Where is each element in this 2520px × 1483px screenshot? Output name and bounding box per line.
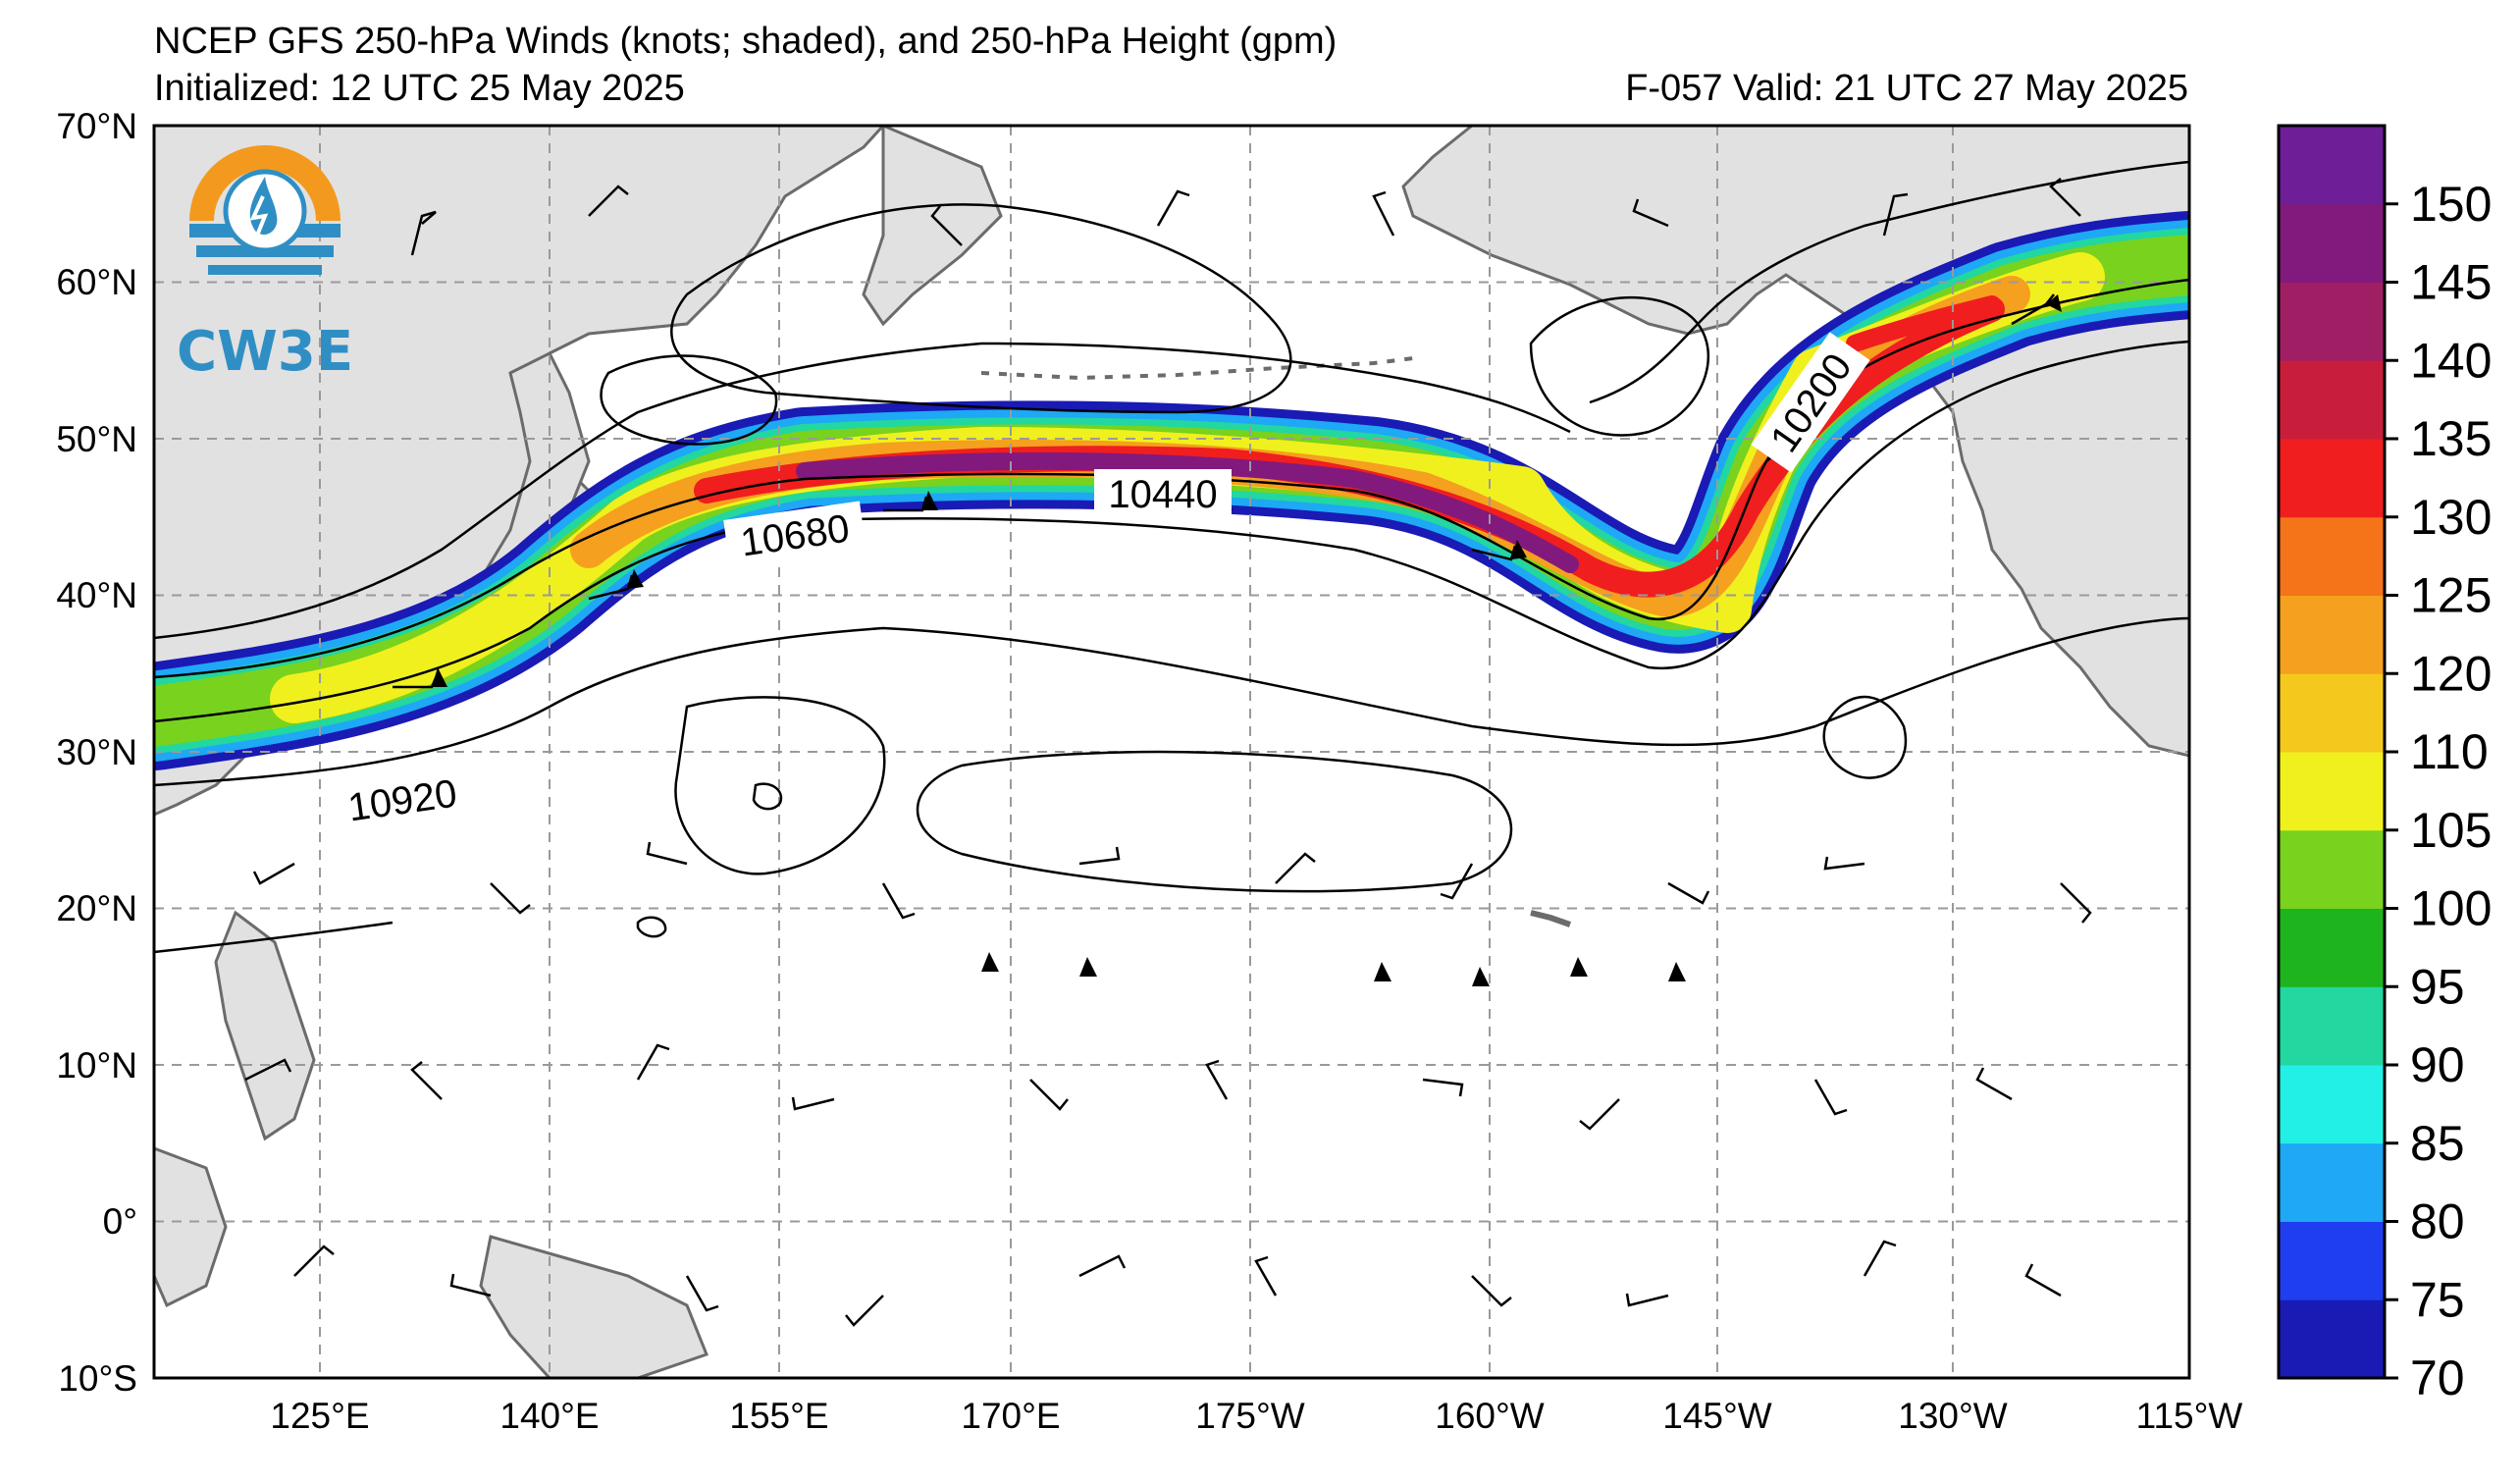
contour-label-10440: 10440 xyxy=(1094,469,1232,518)
colorbar-tick-label: 105 xyxy=(2410,803,2492,858)
lon-tick-label: 130°W xyxy=(1898,1396,2008,1436)
colorbar-segment xyxy=(2279,595,2385,674)
lon-tick-label: 155°E xyxy=(729,1396,828,1436)
colorbar-tick-label: 100 xyxy=(2410,881,2492,936)
height-contours xyxy=(154,160,2189,954)
colorbar: 70 75 80 85 90 95 100 105 110 120 125 130 135 140 145 1… xyxy=(2277,124,2492,1405)
lon-tick-label: 170°E xyxy=(961,1396,1060,1436)
colorbar-tick-label: 140 xyxy=(2410,333,2492,388)
svg-text:10440: 10440 xyxy=(1108,473,1217,516)
colorbar-segment xyxy=(2279,829,2385,909)
lat-axis: 70°N 60°N 50°N 40°N 30°N 20°N 10°N 0° 10… xyxy=(56,106,137,1399)
colorbar-segment xyxy=(2279,673,2385,753)
colorbar-segment xyxy=(2279,516,2385,596)
colorbar-segment xyxy=(2279,1065,2385,1144)
colorbar-segment xyxy=(2279,282,2385,361)
colorbar-tick-label: 75 xyxy=(2410,1272,2465,1327)
lat-tick-label: 30°N xyxy=(56,732,137,772)
colorbar-segment xyxy=(2279,203,2385,283)
new-guinea-land xyxy=(479,1235,709,1378)
colorbar-tick-label: 125 xyxy=(2410,568,2492,623)
gridlines xyxy=(154,126,2189,1378)
lat-tick-label: 10°N xyxy=(56,1045,137,1086)
colorbar-tick-label: 135 xyxy=(2410,411,2492,466)
colorbar-segment xyxy=(2279,1221,2385,1300)
colorbar-tick-label: 90 xyxy=(2410,1037,2465,1092)
colorbar-segment xyxy=(2279,986,2385,1066)
lat-tick-label: 60°N xyxy=(56,262,137,302)
lat-tick-label: 0° xyxy=(103,1201,137,1242)
colorbar-segment xyxy=(2279,360,2385,440)
lat-tick-label: 10°S xyxy=(58,1358,137,1399)
colorbar-tick-label: 145 xyxy=(2410,255,2492,310)
colorbar-segment xyxy=(2279,126,2385,205)
cw3e-logo-icon: CW3E xyxy=(177,145,353,384)
lat-tick-label: 40°N xyxy=(56,575,137,615)
colorbar-tick-label: 110 xyxy=(2410,724,2489,779)
lon-tick-label: 140°E xyxy=(499,1396,599,1436)
philippines-land xyxy=(214,910,316,1141)
hawaii-islands xyxy=(1530,910,1571,927)
valid-time: F-057 Valid: 21 UTC 27 May 2025 xyxy=(1625,68,2188,109)
logo-text: CW3E xyxy=(177,320,353,384)
colorbar-tick-label: 120 xyxy=(2410,646,2492,701)
lat-tick-label: 20°N xyxy=(56,888,137,928)
borneo-land xyxy=(154,1146,228,1308)
colorbar-tick-label: 130 xyxy=(2410,490,2492,545)
initialized-time: Initialized: 12 UTC 25 May 2025 xyxy=(154,68,685,109)
lat-tick-label: 70°N xyxy=(56,106,137,146)
colorbar-segment xyxy=(2279,1142,2385,1222)
colorbar-segment xyxy=(2279,439,2385,518)
colorbar-tick-label: 85 xyxy=(2410,1116,2465,1171)
colorbar-segment xyxy=(2279,908,2385,987)
colorbar-tick-label: 70 xyxy=(2410,1351,2465,1405)
chart-title: NCEP GFS 250-hPa Winds (knots; shaded), … xyxy=(154,21,1338,62)
lon-tick-label: 125°E xyxy=(270,1396,369,1436)
colorbar-tick-label: 150 xyxy=(2410,177,2492,232)
lon-axis: 125°E 140°E 155°E 170°E 175°W 160°W 145°… xyxy=(270,1396,2242,1436)
lon-tick-label: 115°W xyxy=(2136,1396,2243,1436)
lat-tick-label: 50°N xyxy=(56,419,137,459)
colorbar-tick-label: 80 xyxy=(2410,1194,2465,1249)
lon-tick-label: 160°W xyxy=(1435,1396,1545,1436)
colorbar-tick-label: 95 xyxy=(2410,959,2465,1014)
colorbar-segment xyxy=(2279,1299,2385,1379)
colorbar-segment xyxy=(2279,752,2385,831)
map-frame xyxy=(152,124,2191,1380)
lon-tick-label: 145°W xyxy=(1662,1396,1772,1436)
lon-tick-label: 175°W xyxy=(1195,1396,1305,1436)
